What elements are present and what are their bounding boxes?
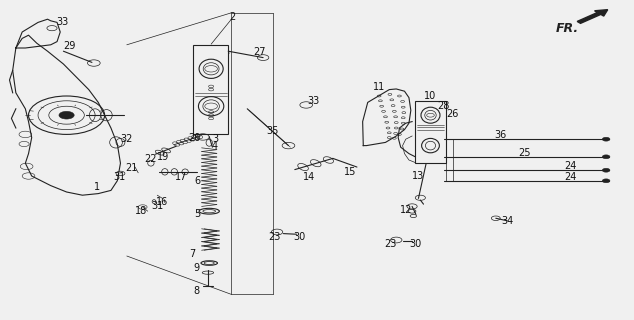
FancyArrow shape — [577, 10, 608, 23]
Text: 32: 32 — [120, 134, 133, 144]
Text: 26: 26 — [446, 108, 459, 119]
Text: 30: 30 — [409, 239, 422, 249]
Circle shape — [602, 155, 610, 159]
Text: 1: 1 — [94, 182, 100, 192]
Text: 23: 23 — [384, 239, 397, 249]
Text: 7: 7 — [189, 249, 195, 259]
Circle shape — [602, 179, 610, 183]
Text: 16: 16 — [155, 197, 168, 207]
Text: 18: 18 — [134, 206, 147, 216]
Text: 24: 24 — [564, 172, 577, 182]
Text: 24: 24 — [564, 161, 577, 172]
Circle shape — [602, 137, 610, 141]
Text: 30: 30 — [293, 232, 306, 242]
Text: 19: 19 — [157, 152, 170, 162]
Text: 9: 9 — [193, 263, 200, 273]
Text: 33: 33 — [56, 17, 68, 28]
Text: 28: 28 — [437, 100, 450, 111]
Text: 29: 29 — [63, 41, 76, 52]
Text: 31: 31 — [113, 172, 126, 182]
Text: 35: 35 — [266, 126, 279, 136]
Text: 4: 4 — [211, 141, 217, 151]
Text: 31: 31 — [151, 201, 164, 211]
Text: 8: 8 — [193, 286, 200, 296]
Text: 27: 27 — [254, 47, 266, 57]
Text: 20: 20 — [188, 133, 201, 143]
Bar — [415, 101, 446, 163]
Text: 21: 21 — [126, 163, 138, 173]
Text: 5: 5 — [195, 209, 201, 220]
Text: 25: 25 — [519, 148, 531, 158]
Text: 14: 14 — [302, 172, 315, 182]
Text: 36: 36 — [495, 130, 507, 140]
Text: 11: 11 — [373, 82, 385, 92]
Text: 15: 15 — [344, 167, 356, 177]
Text: 22: 22 — [145, 154, 157, 164]
Bar — [193, 45, 228, 134]
Text: 10: 10 — [424, 91, 436, 101]
Text: 17: 17 — [174, 172, 187, 182]
Text: 33: 33 — [307, 96, 320, 106]
Text: 2: 2 — [230, 12, 236, 22]
Text: 6: 6 — [195, 176, 201, 186]
Text: 13: 13 — [412, 171, 425, 181]
Text: FR.: FR. — [556, 22, 579, 35]
Text: 34: 34 — [501, 216, 514, 227]
Circle shape — [59, 111, 74, 119]
Text: 12: 12 — [399, 204, 412, 215]
Text: 23: 23 — [268, 232, 281, 243]
Circle shape — [602, 168, 610, 172]
Text: 3: 3 — [212, 133, 219, 144]
